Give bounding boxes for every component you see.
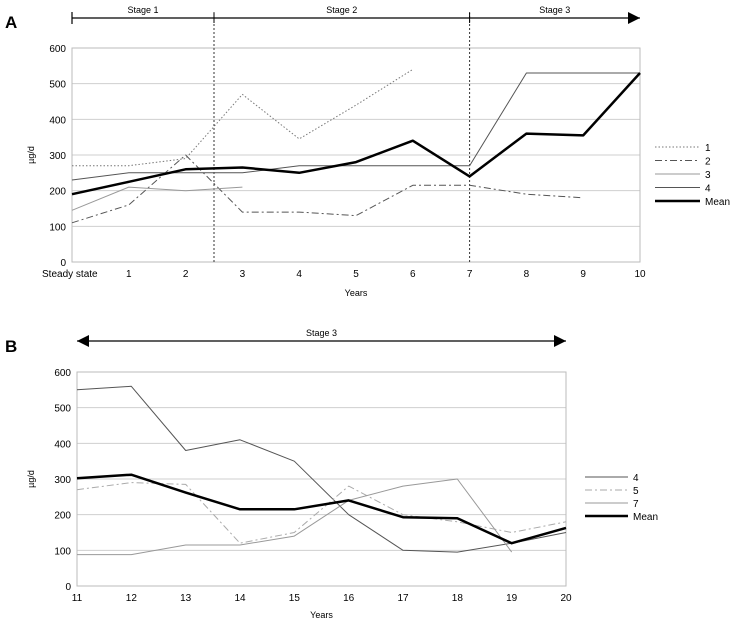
panel-b-x-tick-label: 14 [234, 593, 246, 604]
panel-b-x-axis-title: Years [310, 610, 333, 620]
panel-a-series-line-1 [72, 68, 414, 167]
panel-b-x-tick-label: 11 [72, 593, 83, 604]
panel-b-legend-label-7: 7 [633, 499, 639, 510]
panel-b-y-tick-label: 200 [54, 511, 71, 522]
panel-a-stage-arrow-right [628, 12, 640, 24]
panel-a-series-line-mean [71, 72, 641, 196]
panel-b-x-tick-label: 12 [126, 593, 138, 604]
panel-b-x-tick-label: 20 [560, 593, 572, 604]
panel-a-x-tick-label: 9 [580, 269, 586, 280]
panel-a-x-tick-label: 7 [467, 269, 473, 280]
panel-a-x-tick-label: 5 [353, 269, 359, 280]
panel-b-series-line-mean [76, 473, 567, 545]
panel-b-y-axis-title: µg/d [26, 470, 36, 488]
panel-b-legend-label-5: 5 [633, 486, 639, 497]
panel-a-x-tick-label: 8 [524, 269, 530, 280]
panel-a-legend-label-4: 4 [705, 184, 711, 195]
panel-a-y-tick-label: 600 [49, 44, 66, 55]
panel-b-x-tick-label: 15 [289, 593, 301, 604]
panel-b-x-tick-label: 18 [452, 593, 464, 604]
panel-a-y-tick-label: 300 [49, 151, 66, 162]
panel-b-x-tick-label: 13 [180, 593, 192, 604]
panel-a-x-tick-label: 6 [410, 269, 416, 280]
panel-a-x-tick-label: 1 [126, 269, 132, 280]
panel-a-series-line-3 [71, 186, 243, 211]
panel-a-legend-label-1: 1 [705, 143, 711, 154]
panel-b-y-tick-label: 600 [54, 368, 71, 379]
panel-a-y-tick-label: 500 [49, 80, 66, 91]
panel-a-y-tick-label: 400 [49, 115, 66, 126]
panel-b-series-line-4 [76, 385, 567, 553]
panel-b-x-tick-label: 19 [506, 593, 518, 604]
panel-a-x-tick-label: 2 [183, 269, 189, 280]
panel-a-y-tick-label: 100 [49, 222, 66, 233]
panel-a-stage-label: Stage 1 [127, 5, 158, 15]
panel-a-stage-label: Stage 3 [539, 5, 570, 15]
panel-b-stage-label: Stage 3 [306, 328, 337, 338]
panel-a-series-line-2 [71, 154, 584, 224]
panel-a-legend-label-3: 3 [705, 170, 711, 181]
panel-a-y-tick-label: 200 [49, 187, 66, 198]
panel-a-y-axis-title: µg/d [26, 146, 36, 164]
panel-a-x-tick-label: 4 [296, 269, 302, 280]
panel-b-plot-area [76, 371, 567, 587]
panel-a-legend-label-mean: Mean [705, 197, 730, 208]
panel-b-label: B [5, 337, 17, 356]
panel-b-y-tick-label: 400 [54, 439, 71, 450]
panel-a-y-tick-label: 0 [60, 258, 66, 269]
panel-a-plot-area [71, 47, 641, 263]
panel-a-x-tick-label: Steady state [42, 269, 98, 280]
panel-b-y-tick-label: 100 [54, 546, 71, 557]
panel-b-y-tick-label: 0 [65, 582, 71, 593]
panel-b-x-tick-label: 16 [343, 593, 355, 604]
panel-a-x-tick-label: 10 [634, 269, 646, 280]
panel-a-legend-label-2: 2 [705, 157, 711, 168]
panel-b-stage-arrow-left [77, 335, 89, 347]
panel-b-stage-arrow-right [554, 335, 566, 347]
panel-a-stage-label: Stage 2 [326, 5, 357, 15]
panel-a-series-line-4 [71, 72, 640, 181]
panel-b-x-tick-label: 17 [397, 593, 409, 604]
panel-b-legend-label-4: 4 [633, 473, 639, 484]
panel-b-series-line-7 [77, 478, 513, 556]
panel-a-label: A [5, 13, 17, 32]
panel-b-legend-label-mean: Mean [633, 512, 658, 523]
panel-b-y-tick-label: 300 [54, 475, 71, 486]
panel-a-x-axis-title: Years [345, 288, 368, 298]
panel-b-y-tick-label: 500 [54, 404, 71, 415]
panel-a-x-tick-label: 3 [240, 269, 246, 280]
